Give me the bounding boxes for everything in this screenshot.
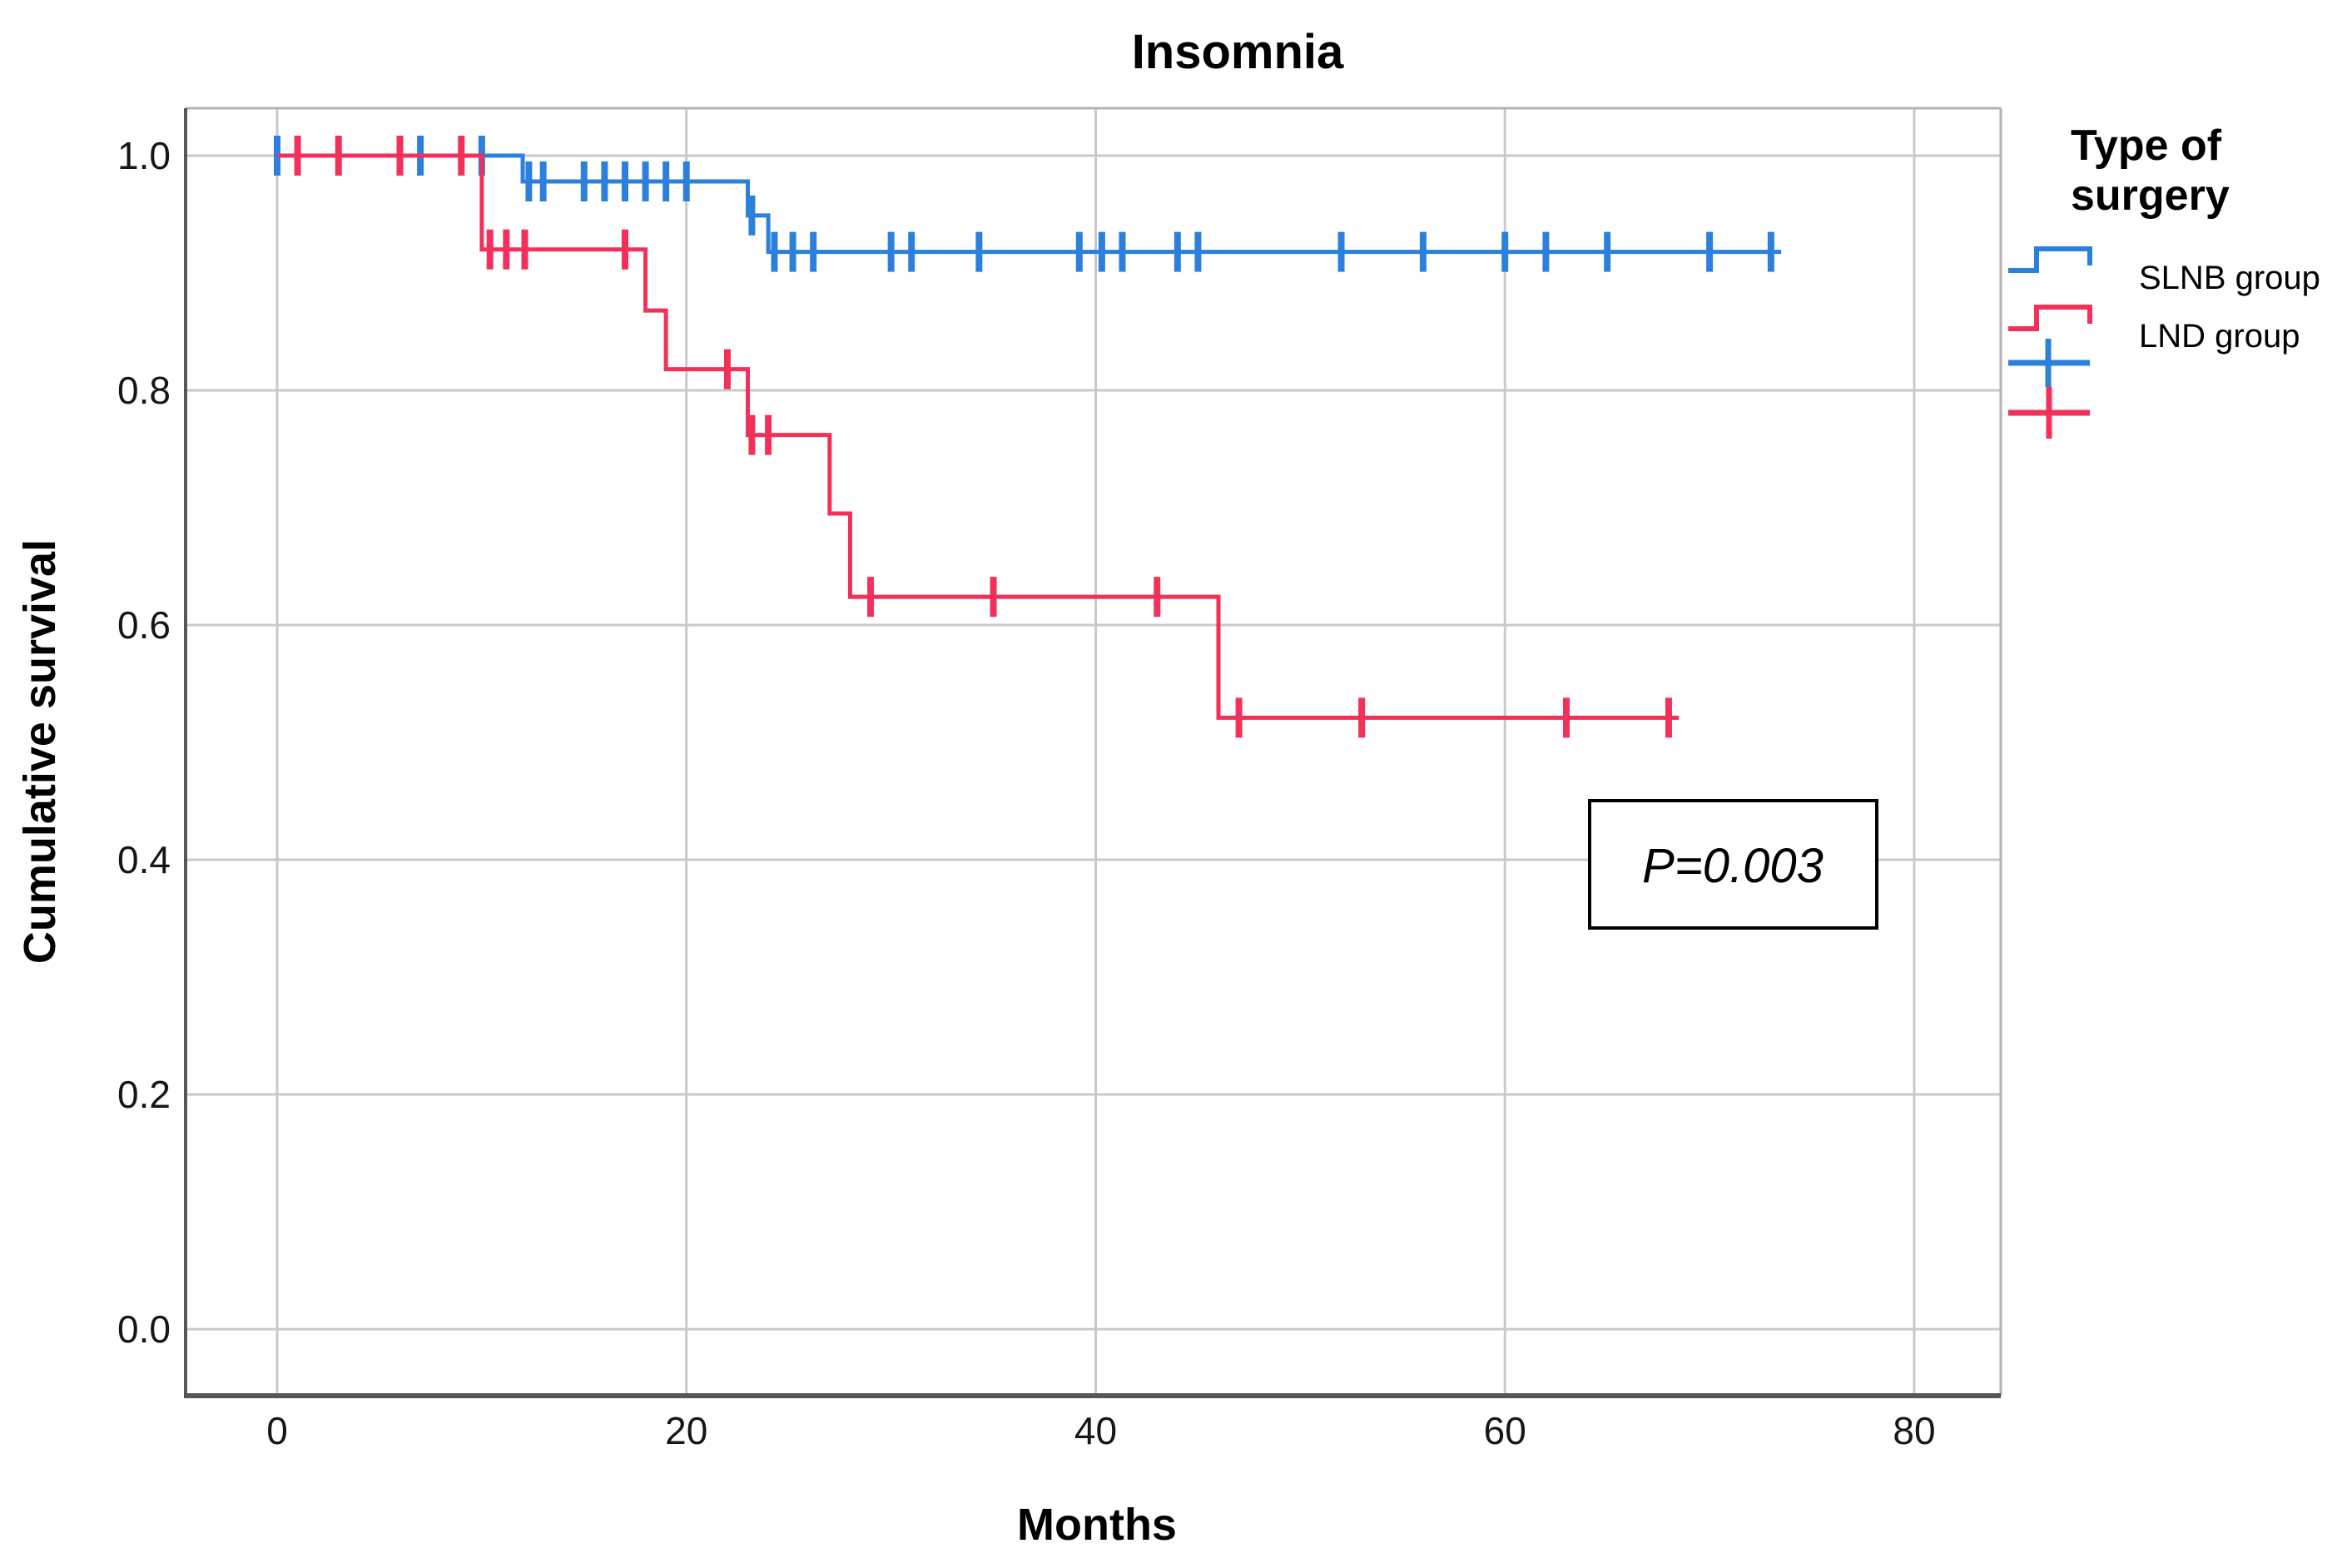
y-tick-0.4: 0.4 (117, 838, 171, 881)
x-tick-60: 60 (1484, 1409, 1526, 1452)
x-tick-40: 40 (1074, 1409, 1117, 1452)
plot-frame (184, 107, 2002, 1398)
survival-curves (274, 136, 1782, 738)
x-axis-label: Months (1017, 1500, 1177, 1550)
y-tick-0.6: 0.6 (117, 603, 171, 647)
y-tick-0.2: 0.2 (117, 1073, 171, 1116)
legend-sample-slnb-censor-icon (2008, 339, 2090, 387)
y-tick-0.8: 0.8 (117, 369, 171, 412)
x-tick-80: 80 (1893, 1409, 1935, 1452)
legend-title-line2: surgery (2071, 171, 2230, 220)
p-value-box: P=0.003 (1588, 799, 1878, 930)
x-tick-20: 20 (665, 1409, 707, 1452)
legend-sample-slnb-line-icon (2008, 246, 2092, 273)
y-tick-1.0: 1.0 (117, 134, 171, 177)
gridlines (186, 108, 2001, 1396)
legend-label-slnb: SLNB group (2139, 260, 2320, 296)
x-tick-labels: 0 20 40 60 80 (266, 1409, 1935, 1452)
x-tick-0: 0 (266, 1409, 288, 1452)
legend-sample-lnd-line-icon (2008, 305, 2092, 331)
chart-title: Insomnia (1132, 25, 1344, 79)
y-axis-label: Cumulative survival (15, 539, 65, 964)
legend-sample-lnd-censor-icon (2008, 387, 2090, 439)
p-value-box-border (1588, 799, 1878, 930)
p-value-text: P=0.003 (1642, 839, 1824, 893)
survival-curve-slnb (277, 153, 1782, 255)
y-tick-labels: 1.0 0.8 0.6 0.4 0.2 0.0 (117, 134, 171, 1351)
survival-curve-lnd (277, 153, 1680, 720)
legend-title-line1: Type of (2071, 122, 2222, 170)
legend: Type of surgery SLNB group LND group (2008, 122, 2320, 439)
legend-label-lnd: LND group (2139, 318, 2300, 355)
series-lnd-group (277, 136, 1680, 738)
y-tick-0.0: 0.0 (117, 1307, 171, 1351)
